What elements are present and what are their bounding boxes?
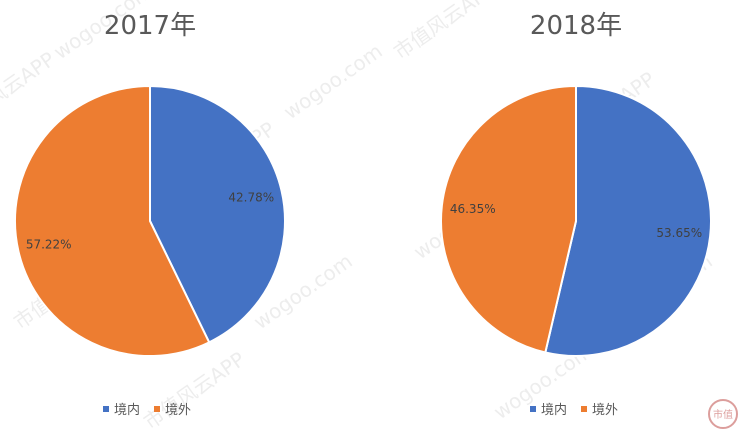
pie-labels: 42.78% 57.22%	[26, 191, 274, 252]
pie-slice-domestic	[149, 84, 286, 344]
pie-slice-overseas	[440, 84, 577, 354]
logo-watermark: 市值	[708, 399, 738, 429]
pie-slice-overseas	[14, 84, 211, 357]
watermark-text: 市值风云APP	[0, 47, 59, 134]
chart-title: 2018年	[530, 11, 622, 41]
pie-slices	[440, 84, 712, 357]
watermark-text: wogoo.com	[279, 39, 387, 124]
legend: 境内 境外	[530, 402, 618, 418]
pie-labels: 53.65% 46.35%	[450, 202, 702, 240]
legend-label-overseas: 境外	[165, 403, 191, 418]
pie-slices	[14, 84, 286, 357]
legend-label-overseas: 境外	[592, 403, 618, 418]
chart-title: 2017年	[104, 11, 196, 41]
legend-swatch-overseas	[581, 406, 587, 412]
legend-label-domestic: 境内	[541, 402, 567, 418]
legend-swatch-overseas	[154, 406, 160, 412]
watermark-text: 市值风云APP	[389, 0, 499, 64]
legend: 境内 境外	[103, 402, 191, 418]
legend-swatch-domestic	[530, 406, 536, 412]
logo-text: 市值	[713, 408, 733, 421]
legend-label-domestic: 境内	[114, 402, 140, 418]
pie-chart-2018: 2018年 53.65% 46.35% 境内 境外	[440, 11, 712, 418]
pie-chart-2017: 2017年 42.78% 57.22% 境内 境外	[14, 11, 286, 418]
pie-slice-domestic	[544, 84, 712, 357]
slice-data-label: 46.35%	[450, 202, 496, 216]
slice-data-label: 42.78%	[228, 191, 274, 205]
slice-data-label: 57.22%	[26, 237, 72, 251]
legend-swatch-domestic	[103, 406, 109, 412]
slice-data-label: 53.65%	[656, 226, 702, 240]
watermark-text: 市值风云APP	[139, 347, 249, 434]
